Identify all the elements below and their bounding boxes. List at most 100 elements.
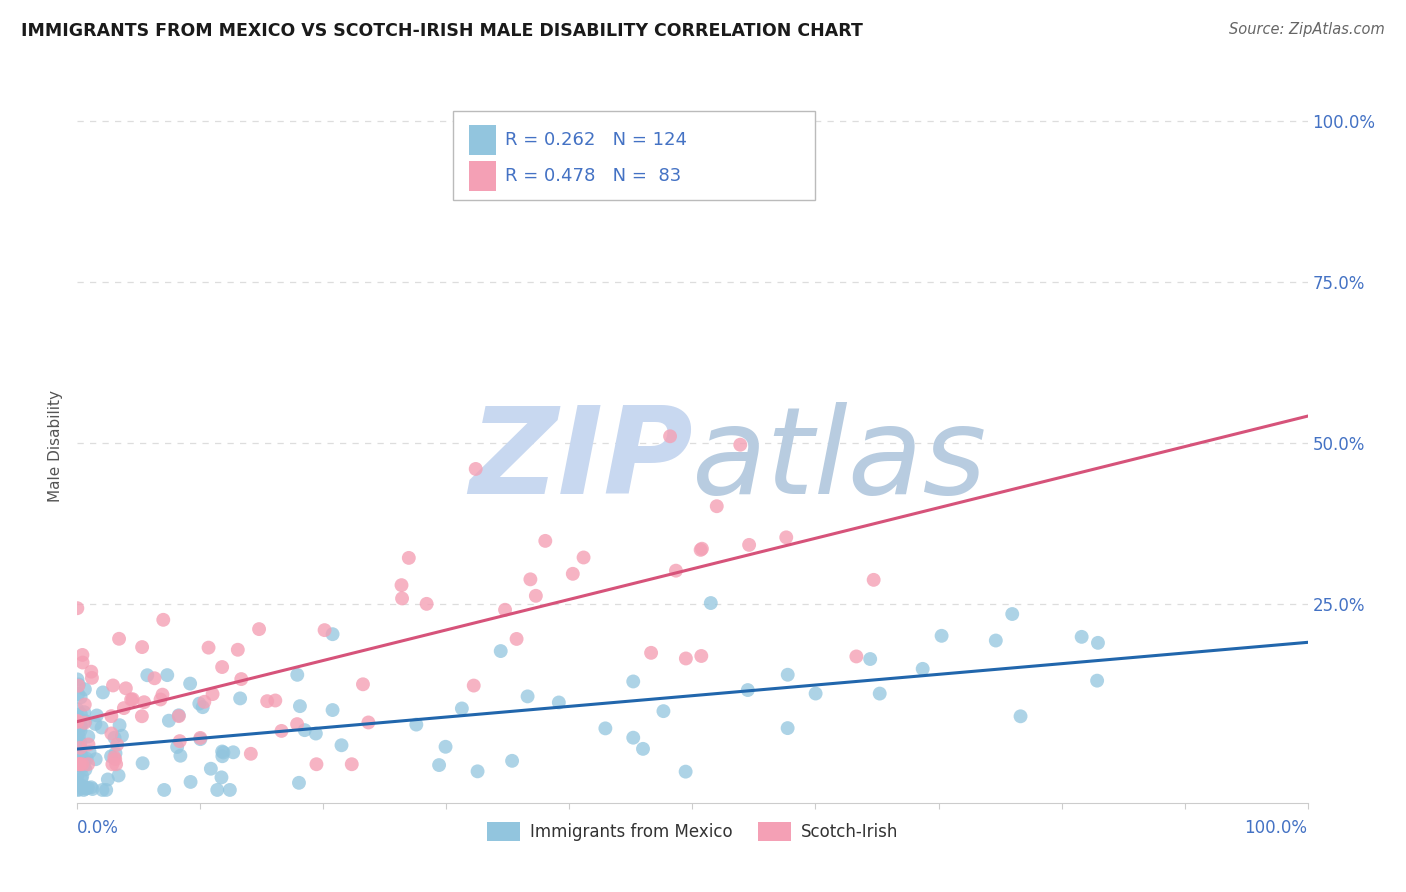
Point	[256, 694, 278, 708]
Point	[501, 754, 523, 768]
Point	[75, 781, 97, 796]
Point	[706, 500, 728, 514]
Point	[730, 438, 752, 452]
Point	[211, 660, 233, 674]
Point	[211, 749, 233, 764]
Point	[391, 591, 413, 606]
FancyBboxPatch shape	[468, 161, 496, 191]
Point	[1085, 673, 1108, 688]
Point	[66, 732, 89, 747]
Point	[136, 668, 159, 682]
Point	[66, 734, 89, 748]
Point	[66, 758, 89, 772]
Point	[69, 719, 91, 733]
Point	[72, 656, 94, 670]
Point	[665, 564, 688, 578]
Point	[153, 783, 176, 797]
Point	[105, 757, 128, 772]
FancyBboxPatch shape	[468, 125, 496, 155]
Point	[69, 706, 91, 721]
Point	[340, 757, 363, 772]
FancyBboxPatch shape	[453, 111, 815, 200]
Point	[464, 462, 486, 476]
Legend: Immigrants from Mexico, Scotch-Irish: Immigrants from Mexico, Scotch-Irish	[479, 815, 905, 848]
Point	[675, 764, 697, 779]
Point	[434, 739, 457, 754]
Point	[467, 764, 489, 779]
Point	[659, 429, 682, 443]
Point	[700, 596, 723, 610]
Point	[66, 711, 89, 725]
Text: IMMIGRANTS FROM MEXICO VS SCOTCH-IRISH MALE DISABILITY CORRELATION CHART: IMMIGRANTS FROM MEXICO VS SCOTCH-IRISH M…	[21, 22, 863, 40]
Point	[352, 677, 374, 691]
Point	[75, 714, 97, 728]
Point	[294, 723, 316, 738]
Point	[675, 651, 697, 665]
Point	[77, 780, 100, 795]
Point	[70, 772, 93, 786]
Point	[66, 739, 89, 753]
Point	[405, 717, 427, 731]
Point	[72, 754, 94, 768]
Point	[84, 717, 107, 731]
Point	[91, 685, 114, 699]
Point	[152, 613, 174, 627]
Point	[152, 688, 174, 702]
Point	[67, 754, 90, 768]
Point	[231, 672, 253, 686]
Point	[72, 648, 94, 662]
Point	[66, 738, 89, 752]
Point	[547, 696, 569, 710]
Point	[73, 698, 96, 712]
Point	[77, 757, 100, 772]
Point	[96, 783, 118, 797]
Point	[451, 701, 474, 715]
Point	[69, 740, 91, 755]
Point	[201, 687, 224, 701]
Point	[66, 711, 89, 725]
Point	[222, 745, 245, 759]
Point	[190, 732, 212, 747]
Point	[80, 665, 103, 679]
Point	[862, 573, 884, 587]
Point	[737, 683, 759, 698]
Point	[66, 714, 89, 728]
Point	[188, 697, 211, 711]
Y-axis label: Male Disability: Male Disability	[48, 390, 63, 502]
Point	[70, 756, 93, 770]
Point	[69, 690, 91, 705]
Point	[357, 715, 380, 730]
Point	[97, 772, 120, 787]
Point	[66, 775, 89, 789]
Point	[494, 603, 516, 617]
Point	[66, 746, 89, 760]
Point	[108, 718, 131, 732]
Point	[149, 692, 172, 706]
Point	[104, 752, 127, 766]
Point	[70, 719, 93, 733]
Point	[69, 723, 91, 738]
Point	[73, 682, 96, 697]
Point	[73, 753, 96, 767]
Point	[193, 695, 215, 709]
Point	[73, 715, 96, 730]
Point	[75, 763, 97, 777]
Point	[80, 780, 103, 795]
Point	[73, 705, 96, 719]
Point	[689, 542, 711, 557]
Point	[66, 769, 89, 783]
Point	[101, 757, 124, 772]
Point	[911, 662, 934, 676]
Point	[427, 758, 450, 772]
Point	[690, 541, 713, 556]
Point	[415, 597, 437, 611]
Point	[640, 646, 662, 660]
Point	[90, 721, 112, 735]
Point	[66, 731, 89, 746]
Point	[561, 566, 583, 581]
Point	[524, 589, 547, 603]
Point	[66, 601, 89, 615]
Point	[73, 783, 96, 797]
Point	[188, 731, 211, 745]
Point	[984, 633, 1007, 648]
